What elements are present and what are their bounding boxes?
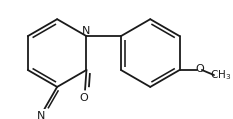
Text: CH$_3$: CH$_3$	[210, 68, 231, 82]
Text: O: O	[195, 64, 204, 74]
Text: N: N	[37, 111, 45, 119]
Text: N: N	[82, 26, 91, 36]
Text: O: O	[79, 93, 88, 103]
